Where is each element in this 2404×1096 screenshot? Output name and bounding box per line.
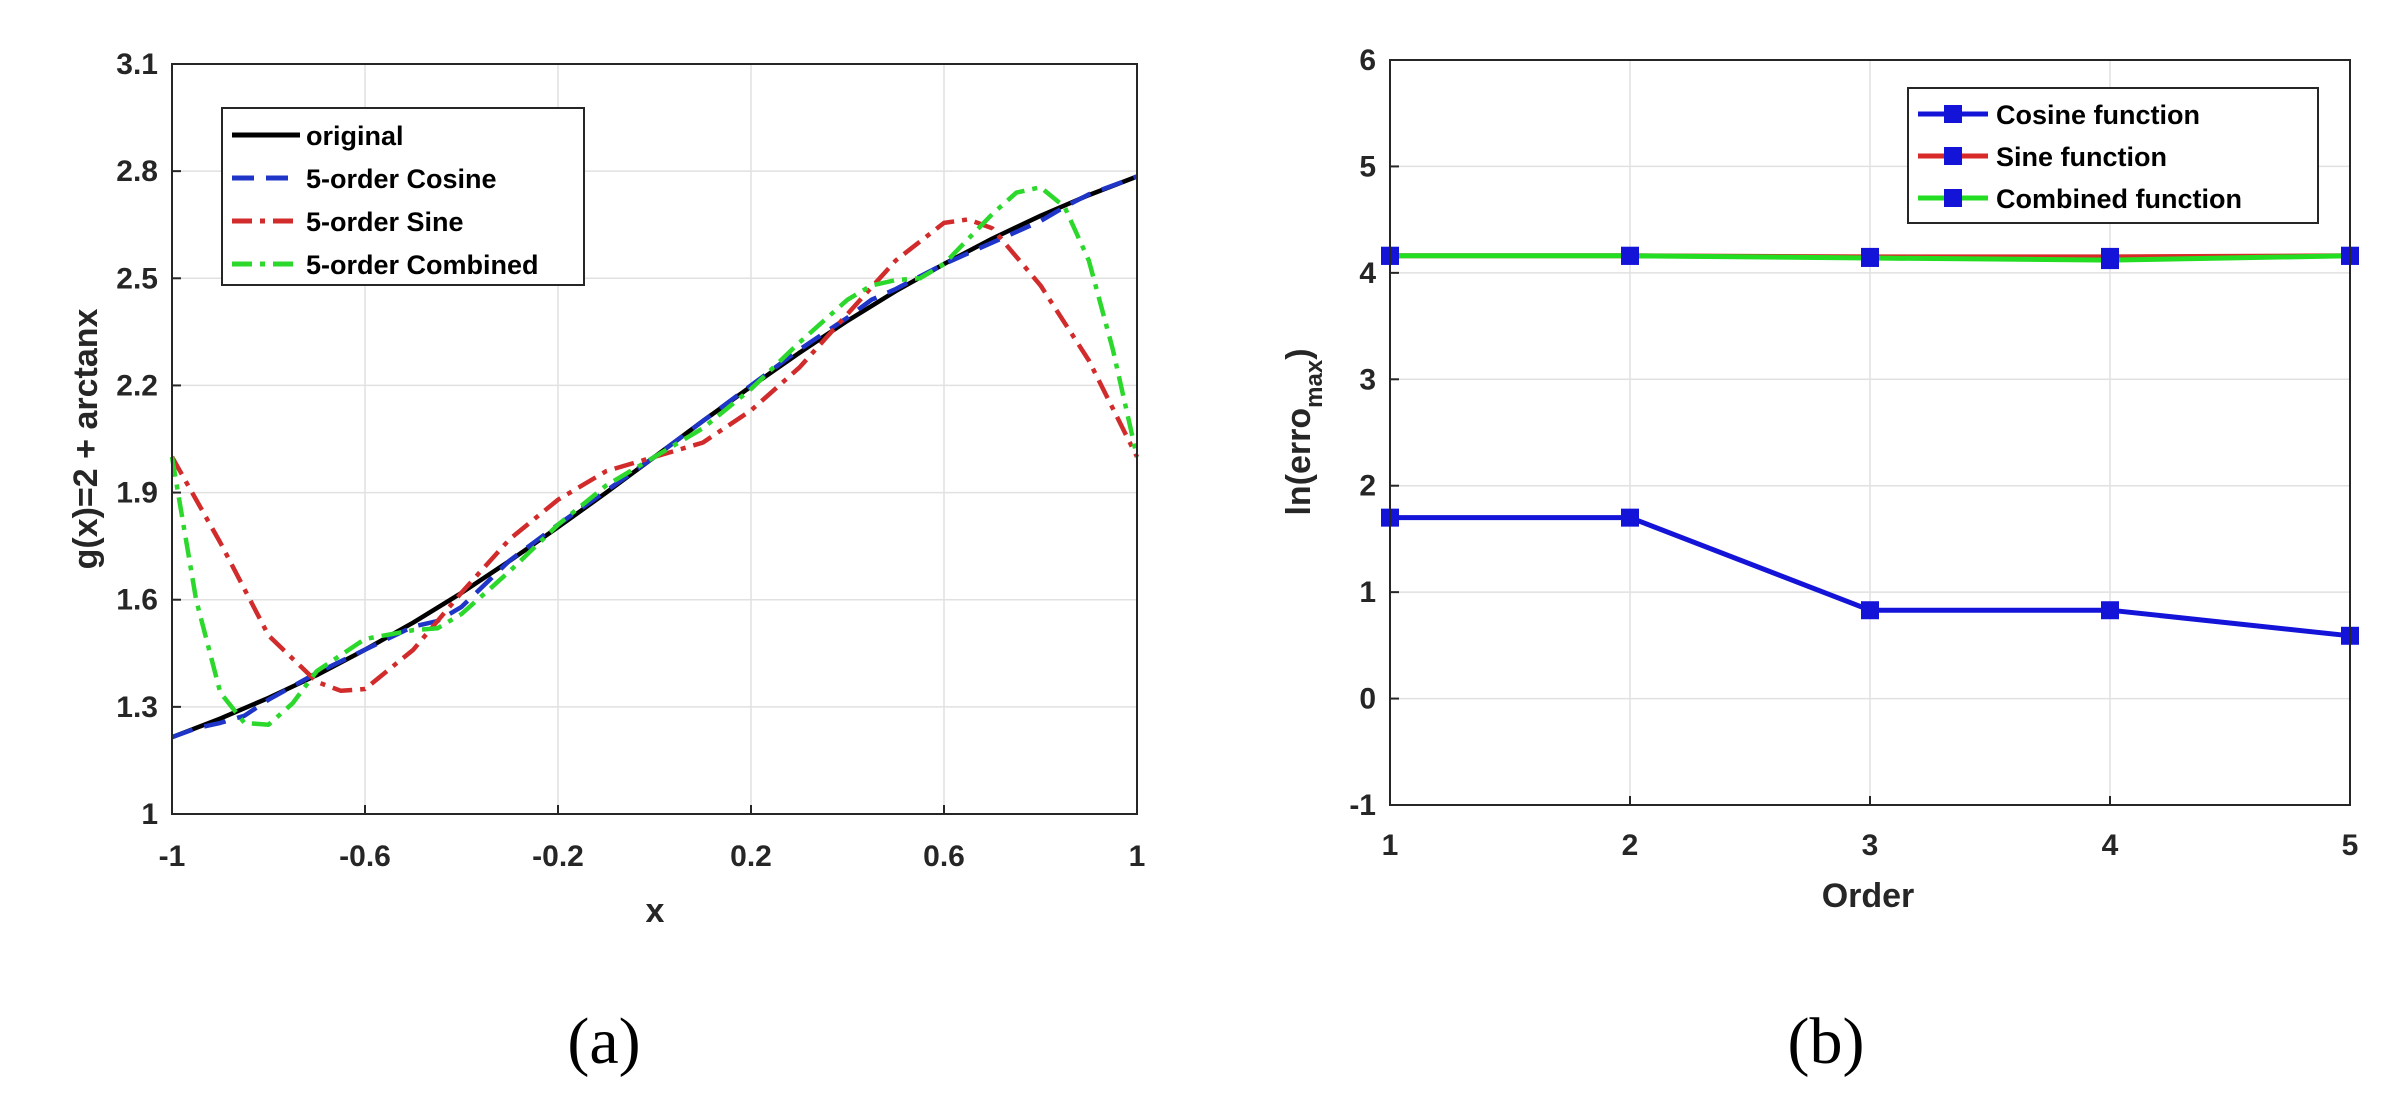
chart-panel-a: -1 -0.6 -0.2 0.2 0.6 111.31.61.92.22.52.83.1 … xyxy=(67,48,1145,1078)
plot-frame-b xyxy=(1389,59,2351,806)
y-tick-label: 2.5 xyxy=(116,262,158,295)
data-point-combined-function xyxy=(1621,246,1639,265)
legend-entry-label: 5-order Cosine xyxy=(306,164,497,194)
x-axis-label-b: Order xyxy=(1822,877,1915,915)
y-tick-label: 3 xyxy=(1359,363,1376,396)
y-tick-label: 2 xyxy=(1359,470,1376,503)
x-tick-label: 1 xyxy=(1129,840,1146,873)
y-tick-label: 3.1 xyxy=(116,48,158,81)
y-tick-label: 6 xyxy=(1359,44,1376,77)
x-tick-label: 5 xyxy=(2342,829,2359,862)
legend-entry-label: Sine function xyxy=(1996,142,2167,172)
y-tick-label: 1 xyxy=(1359,576,1376,609)
series-line-5-order-cosine xyxy=(171,174,1138,740)
legend-entry-label: Combined function xyxy=(1996,184,2242,214)
y-axis-label-b-main: ln(erro xyxy=(1280,408,1318,516)
legend-b: Cosine function Sine function Combined fun… xyxy=(1907,87,2319,224)
series-line-5-order-combined xyxy=(169,184,1140,727)
x-axis-label-a: x xyxy=(646,892,665,930)
data-point-combined-function xyxy=(1861,248,1879,267)
tick-labels-b: 1 2 3 4 5 -1 0 1 2 3 4 5 6 xyxy=(1349,44,2358,862)
x-tick-label: 0.2 xyxy=(730,840,772,873)
legend-entry-label: Cosine function xyxy=(1996,100,2200,130)
legend-entry-label: original xyxy=(306,121,404,151)
y-axis-label-b-subscript: max xyxy=(1301,359,1328,408)
data-point-cosine-function xyxy=(2101,601,2119,620)
x-tick-label: 0.6 xyxy=(923,840,965,873)
data-point-cosine-function xyxy=(1621,508,1639,527)
panel-caption-a: (a) xyxy=(567,1005,640,1078)
y-axis-label-b-close: ) xyxy=(1280,348,1318,359)
y-tick-label: 1 xyxy=(141,798,158,831)
legend-marker xyxy=(1944,189,1962,207)
x-tick-label: -0.2 xyxy=(532,840,584,873)
data-point-cosine-function xyxy=(1861,601,1879,620)
y-tick-label: 1.3 xyxy=(116,691,158,724)
x-tick-label: -0.6 xyxy=(339,840,391,873)
chart-panel-b: 1 2 3 4 5 -1 0 1 2 3 4 5 6 Order ln(erromax) Cosine … xyxy=(1280,44,2359,1078)
legend-entry-label: 5-order Sine xyxy=(306,207,464,237)
x-tick-label: 4 xyxy=(2102,829,2119,862)
y-axis-label-b: ln(erromax) xyxy=(1280,348,1328,515)
x-tick-label: 1 xyxy=(1382,829,1399,862)
tick-labels-a: -1 -0.6 -0.2 0.2 0.6 1 1 1.3 1.6 1.9 2.2 2.5 2.8 3.1 xyxy=(116,48,1145,873)
panel-caption-b: (b) xyxy=(1788,1005,1865,1078)
y-axis-label-a: g(x)=2 + arctanx xyxy=(67,309,105,570)
y-tick-label: -1 xyxy=(1349,789,1376,822)
data-point-combined-function xyxy=(2101,251,2119,270)
y-tick-label: 2.8 xyxy=(116,155,158,188)
legend-entry-label: 5-order Combined xyxy=(306,250,539,280)
series-group-a xyxy=(169,174,1140,740)
legend-a: original 5-order Cosine 5-order Sine 5-orde… xyxy=(221,107,585,286)
y-tick-label: 1.6 xyxy=(116,584,158,617)
legend-marker xyxy=(1944,105,1962,123)
y-tick-label: 4 xyxy=(1359,257,1376,290)
x-tick-label: -1 xyxy=(159,840,186,873)
series-group-b xyxy=(1381,246,2359,645)
x-tick-label: 3 xyxy=(1862,829,1879,862)
plot-frame-a xyxy=(171,63,1138,815)
y-tick-label: 0 xyxy=(1359,683,1376,716)
y-tick-label: 2.2 xyxy=(116,369,158,402)
x-tick-label: 2 xyxy=(1622,829,1639,862)
y-tick-label: 1.9 xyxy=(116,477,158,510)
legend-marker xyxy=(1944,147,1962,165)
y-tick-label: 5 xyxy=(1359,150,1376,183)
